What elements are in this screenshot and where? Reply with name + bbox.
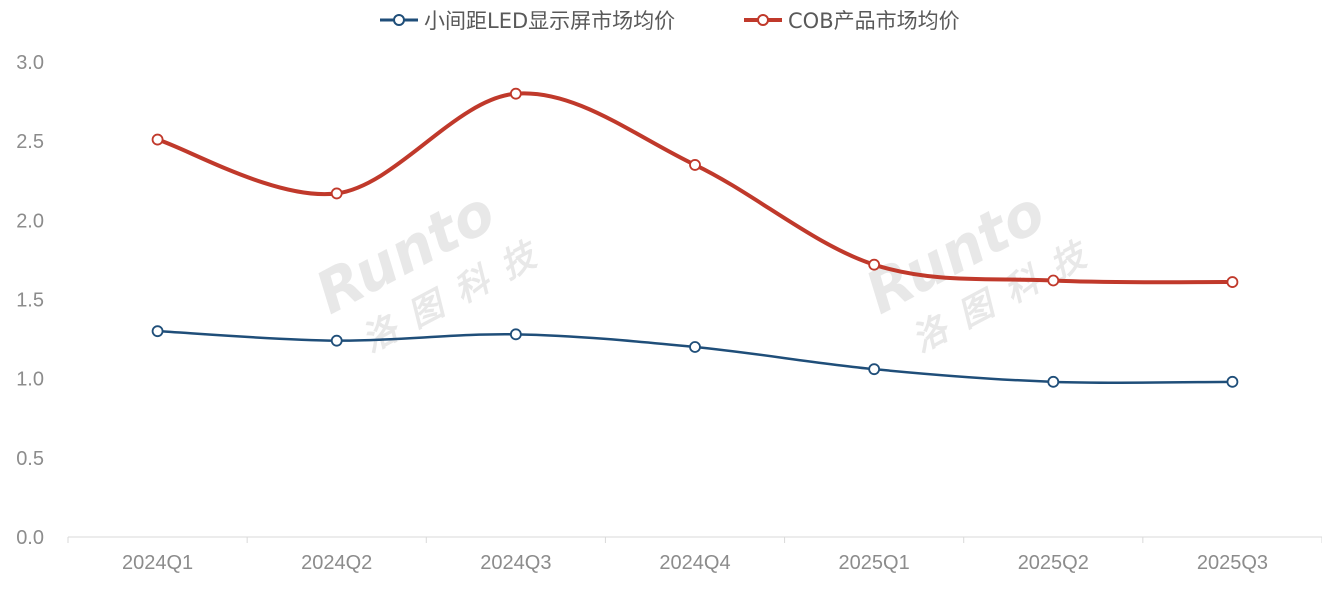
x-tick-label: 2025Q3 [1197, 552, 1268, 574]
y-tick-label: 0.0 [16, 527, 44, 549]
data-point [868, 258, 881, 271]
y-tick-label: 2.5 [16, 131, 44, 153]
data-point [1047, 274, 1060, 287]
legend-item-series-1: 小间距LED显示屏市场均价 [380, 9, 675, 33]
series-2 [151, 87, 1239, 288]
x-axis: 2024Q1 2024Q2 2024Q3 2024Q4 2025Q1 2025Q2 2025… [67, 536, 1322, 574]
legend-label: 小间距LED显示屏市场均价 [424, 9, 675, 33]
data-point [330, 334, 343, 347]
y-axis: 0.0 0.5 1.0 1.5 2.0 2.5 3.0 [16, 52, 44, 549]
data-point [689, 159, 701, 171]
legend: 小间距LED显示屏市场均价 COB产品市场均价 [380, 9, 960, 33]
legend-label: COB产品市场均价 [788, 9, 960, 33]
x-tick-label: 2025Q2 [1018, 552, 1089, 574]
data-point [1226, 276, 1239, 288]
data-point [151, 133, 164, 146]
legend-item-series-2: COB产品市场均价 [744, 9, 960, 33]
data-point [1047, 375, 1060, 388]
data-point [509, 328, 522, 341]
x-tick-label: 2024Q4 [659, 552, 730, 574]
watermark-right: Runto 洛图科技 [855, 177, 1109, 360]
legend-swatch-marker [393, 14, 405, 26]
y-tick-label: 3.0 [16, 52, 44, 74]
y-tick-label: 1.0 [16, 369, 44, 391]
x-tick-label: 2024Q1 [122, 552, 193, 574]
data-point [151, 325, 164, 338]
x-tick-label: 2024Q2 [301, 552, 372, 574]
data-point [330, 187, 343, 200]
series-1 [151, 325, 1239, 388]
data-point [868, 363, 881, 376]
y-tick-label: 0.5 [16, 448, 44, 470]
data-point [509, 87, 522, 100]
x-tick-label: 2024Q3 [480, 552, 551, 574]
data-point [1226, 375, 1239, 388]
legend-swatch-marker [757, 14, 769, 26]
x-tick-label: 2025Q1 [839, 552, 910, 574]
y-tick-label: 1.5 [16, 290, 44, 312]
data-point [689, 341, 701, 353]
series-layer [151, 87, 1239, 388]
series-line [156, 329, 1234, 385]
y-tick-label: 2.0 [16, 210, 44, 232]
